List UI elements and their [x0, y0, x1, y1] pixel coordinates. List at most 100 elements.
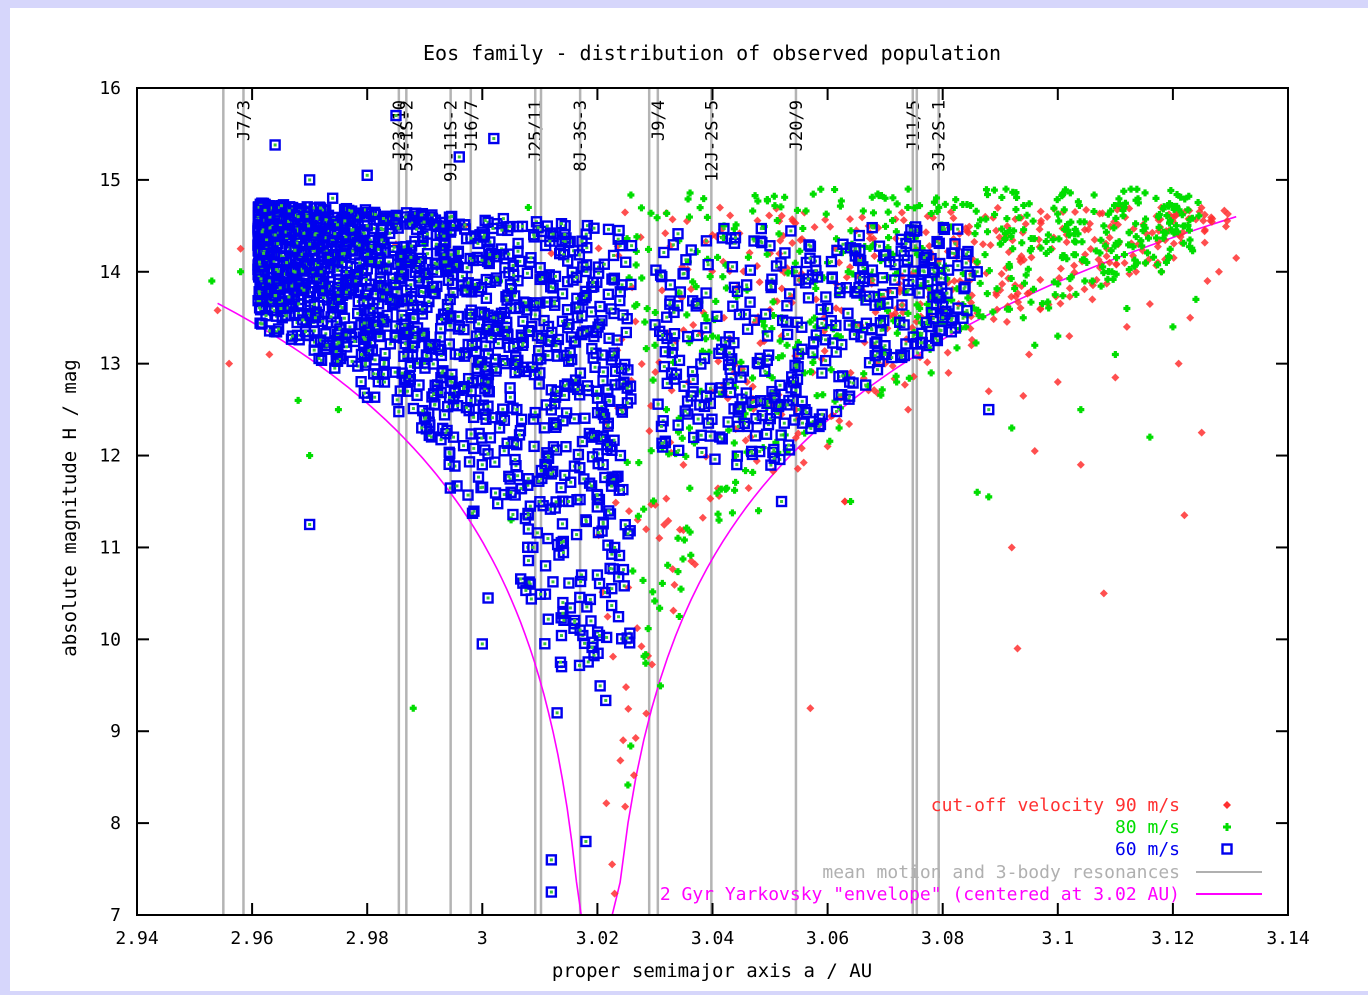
point-80 — [629, 568, 636, 575]
point-80 — [295, 397, 302, 404]
point-80 — [1152, 195, 1159, 202]
point-80 — [681, 536, 688, 543]
legend-label: mean motion and 3-body resonances — [822, 862, 1180, 883]
point-80 — [997, 241, 1004, 248]
point-60 — [409, 404, 418, 413]
point-90 — [1111, 373, 1119, 381]
point-60 — [702, 289, 711, 298]
point-60 — [607, 601, 616, 610]
point-60 — [621, 258, 630, 267]
point-80 — [729, 509, 736, 516]
point-90 — [826, 223, 834, 231]
point-60 — [465, 457, 474, 466]
point-60 — [627, 241, 636, 250]
point-90 — [1198, 429, 1206, 437]
point-60 — [506, 393, 515, 402]
point-90 — [706, 495, 714, 503]
point-90 — [835, 417, 843, 425]
point-90 — [904, 406, 912, 414]
point-80 — [860, 370, 867, 377]
point-90 — [602, 799, 610, 807]
point-90 — [669, 215, 677, 223]
point-80 — [742, 467, 749, 474]
resonance-label: J11/5 — [904, 100, 924, 151]
legend-label: 80 m/s — [1115, 817, 1180, 838]
point-90 — [608, 860, 616, 868]
point-90 — [622, 683, 630, 691]
point-80 — [755, 507, 762, 514]
point-90 — [858, 213, 866, 221]
legend: cut-off velocity 90 m/s80 m/s60 m/smean … — [660, 795, 1262, 905]
point-80 — [1003, 215, 1010, 222]
point-80 — [905, 186, 912, 193]
point-80 — [731, 439, 738, 446]
point-80 — [679, 556, 686, 563]
point-60 — [547, 888, 556, 897]
point-80 — [697, 204, 704, 211]
point-90 — [632, 734, 640, 742]
point-90 — [987, 241, 995, 249]
point-60 — [328, 194, 337, 203]
point-80 — [904, 310, 911, 317]
point-90 — [765, 211, 773, 219]
point-90 — [900, 216, 908, 224]
point-60 — [541, 561, 550, 570]
point-90 — [798, 444, 806, 452]
point-90 — [756, 278, 764, 286]
point-80 — [700, 195, 707, 202]
point-80 — [1030, 218, 1037, 225]
point-60 — [821, 293, 830, 302]
x-tick-label: 3.1 — [1042, 928, 1075, 949]
y-tick-label: 8 — [110, 813, 121, 834]
point-60 — [601, 696, 610, 705]
point-80 — [749, 374, 756, 381]
point-90 — [604, 613, 612, 621]
point-80 — [650, 377, 657, 384]
point-80 — [784, 342, 791, 349]
point-80 — [686, 424, 693, 431]
point-80 — [686, 485, 693, 492]
point-60 — [506, 383, 515, 392]
point-90 — [609, 653, 617, 661]
point-80 — [792, 260, 799, 267]
point-60 — [604, 290, 613, 299]
point-80 — [1192, 296, 1199, 303]
resonance-label: J9/4 — [649, 100, 669, 141]
point-80 — [640, 506, 647, 513]
point-80 — [1027, 299, 1034, 306]
point-80 — [687, 189, 694, 196]
point-90 — [679, 461, 687, 469]
point-80 — [732, 479, 739, 486]
point-90 — [1146, 300, 1154, 308]
point-60 — [564, 579, 573, 588]
point-60 — [484, 593, 493, 602]
legend-swatch — [1223, 845, 1232, 854]
point-80 — [683, 311, 690, 318]
point-80 — [885, 209, 892, 216]
point-80 — [831, 186, 838, 193]
point-90 — [726, 211, 734, 219]
point-90 — [800, 459, 808, 467]
point-80 — [771, 193, 778, 200]
point-80 — [640, 577, 647, 584]
y-tick-label: 15 — [99, 170, 121, 191]
scatter-plot: Eos family - distribution of observed po… — [10, 8, 1368, 991]
x-tick-label: 2.98 — [346, 928, 389, 949]
point-90 — [1043, 213, 1051, 221]
point-60 — [783, 330, 792, 339]
point-80 — [704, 214, 711, 221]
x-tick-label: 3.02 — [576, 928, 619, 949]
legend-label: cut-off velocity 90 m/s — [931, 795, 1180, 816]
point-90 — [689, 321, 697, 329]
point-60 — [694, 415, 703, 424]
point-60 — [305, 175, 314, 184]
point-60 — [580, 414, 589, 423]
resonance-label: 8J-3S-3 — [571, 100, 591, 172]
point-80 — [674, 535, 681, 542]
point-80 — [715, 511, 722, 518]
point-80 — [641, 319, 648, 326]
point-90 — [625, 507, 633, 515]
point-60 — [548, 577, 557, 586]
x-tick-label: 3.06 — [806, 928, 849, 949]
resonance-label: 9J-11S-2 — [442, 100, 462, 182]
